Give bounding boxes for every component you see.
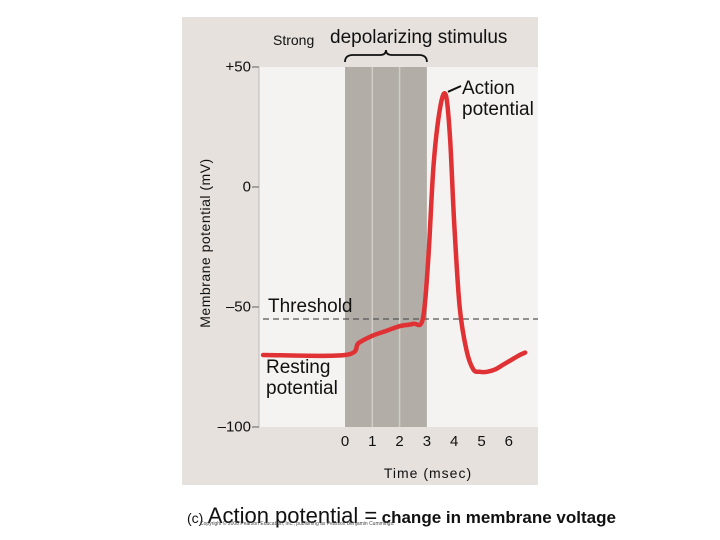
x-tick-label: 1 bbox=[368, 433, 377, 450]
resting-potential-label: Resting potential bbox=[266, 357, 338, 399]
copyright-text: Copyright © 2008 Pearson Education, Inc.… bbox=[200, 521, 395, 527]
y-tick-label: +50 bbox=[225, 58, 251, 76]
stimulus-band-fill bbox=[345, 67, 427, 427]
stimulus-brace bbox=[344, 49, 428, 63]
caption-letter: (c) bbox=[187, 510, 204, 526]
x-axis-label: Time (msec) bbox=[383, 465, 473, 481]
stimulus-band bbox=[345, 67, 427, 427]
action-potential-pointer bbox=[447, 85, 462, 93]
threshold-label: Threshold bbox=[268, 296, 353, 317]
y-axis-label: Membrane potential (mV) bbox=[197, 158, 213, 328]
action-potential-label-line2: potential bbox=[462, 99, 534, 120]
x-tick-label: 4 bbox=[450, 433, 459, 450]
figure-caption: (c) Action potential = change in membran… bbox=[187, 503, 616, 529]
action-potential-label: Action potential bbox=[462, 78, 534, 120]
resting-label-line1: Resting bbox=[266, 357, 331, 378]
membrane-potential-trace bbox=[260, 91, 528, 375]
stimulus-label: depolarizing stimulus bbox=[330, 27, 508, 48]
stimulus-label-strong: Strong bbox=[273, 32, 315, 48]
y-tick-label: –50 bbox=[225, 298, 251, 316]
action-potential-label-line1: Action bbox=[462, 78, 515, 99]
x-tick-label: 3 bbox=[422, 433, 432, 450]
caption-rest: change in membrane voltage bbox=[381, 508, 616, 527]
x-tick-label: 0 bbox=[340, 433, 350, 450]
y-tick-label: –100 bbox=[217, 418, 251, 436]
y-tick-label: 0 bbox=[242, 178, 251, 196]
x-tick-label: 5 bbox=[477, 433, 486, 450]
x-tick-label: 2 bbox=[395, 433, 404, 450]
resting-label-line2: potential bbox=[266, 378, 338, 399]
y-axis bbox=[252, 66, 260, 428]
caption-main: Action potential = bbox=[207, 503, 378, 528]
x-tick-label: 6 bbox=[504, 433, 513, 450]
